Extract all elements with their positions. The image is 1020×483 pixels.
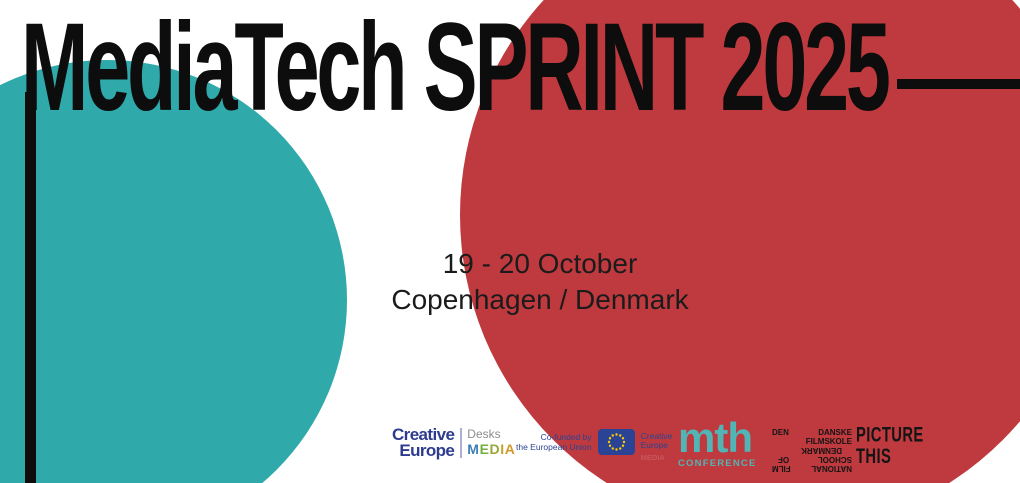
dfs-of: OF [778, 455, 790, 464]
dfs-rotated-line2: SCHOOL OF [772, 455, 852, 464]
picture-this-line2: THIS [856, 444, 892, 468]
page-title: MediaTech SPRINT 2025 [21, 0, 891, 138]
mth-wordmark: mth [678, 414, 753, 461]
dfs-rotated-line3: DENMARK [801, 446, 842, 455]
eu-programme-media: MEDIA [640, 453, 665, 462]
media-letter: D [489, 441, 501, 457]
mth-conference-logo: mth CONFERENCE [678, 414, 757, 470]
eu-cofunded-line1: Co-funded by [540, 432, 592, 442]
dfs-rotated-block: NATIONAL FILM SCHOOL OF DENMARK [772, 446, 852, 473]
event-location: Copenhagen / Denmark [391, 284, 689, 315]
dfs-danske: DANSKE [818, 428, 852, 437]
media-letter: A [504, 441, 516, 457]
eu-flag-icon [597, 429, 635, 455]
picture-this-logo: PICTURE THIS [856, 424, 924, 466]
dfs-rotated-line1: NATIONAL FILM [772, 464, 852, 473]
media-label: MEDIA [467, 441, 515, 457]
dfs-school: SCHOOL [817, 455, 852, 464]
media-letter: I [500, 441, 505, 457]
left-vertical-bar [25, 92, 36, 483]
creative-europe-divider [460, 428, 463, 458]
dfs-national: NATIONAL [811, 464, 852, 473]
eu-cofunded-logo: Co-funded by the European Union Creativ [516, 429, 672, 462]
eu-cofunded-text: Co-funded by the European Union [516, 432, 592, 452]
creative-europe-wordmark: Creative Europe [392, 425, 455, 460]
eu-cofunded-line2: the European Union [516, 441, 592, 452]
creative-europe-line2: Europe [399, 441, 455, 460]
desks-label: Desks [467, 427, 501, 441]
media-letter: E [479, 441, 490, 457]
eu-programme-text: Creative Europe MEDIA [640, 431, 673, 463]
media-letter: M [467, 441, 480, 457]
eu-programme-line1: Creative [640, 431, 673, 441]
picture-this-line1: PICTURE [856, 422, 924, 447]
mth-conference-label: CONFERENCE [678, 458, 757, 469]
desks-media-wordmark: Desks MEDIA [467, 427, 515, 459]
dfs-line2: FILMSKOLE [805, 437, 852, 446]
creative-europe-logo: Creative Europe Desks MEDIA [392, 425, 515, 460]
danish-film-school-logo: DEN DANSKE FILMSKOLE NATIONAL FILM SCHOO… [772, 428, 852, 473]
dfs-line1: DEN DANSKE [772, 428, 852, 437]
dfs-den: DEN [772, 428, 789, 437]
creative-europe-line1: Creative [392, 425, 455, 444]
dfs-film: FILM [772, 464, 791, 473]
eu-programme-line2: Europe [640, 440, 669, 450]
event-dates: 19 - 20 October [442, 248, 638, 279]
title-trailing-dash [897, 79, 1020, 89]
event-info: 19 - 20 October Copenhagen / Denmark [340, 246, 740, 318]
